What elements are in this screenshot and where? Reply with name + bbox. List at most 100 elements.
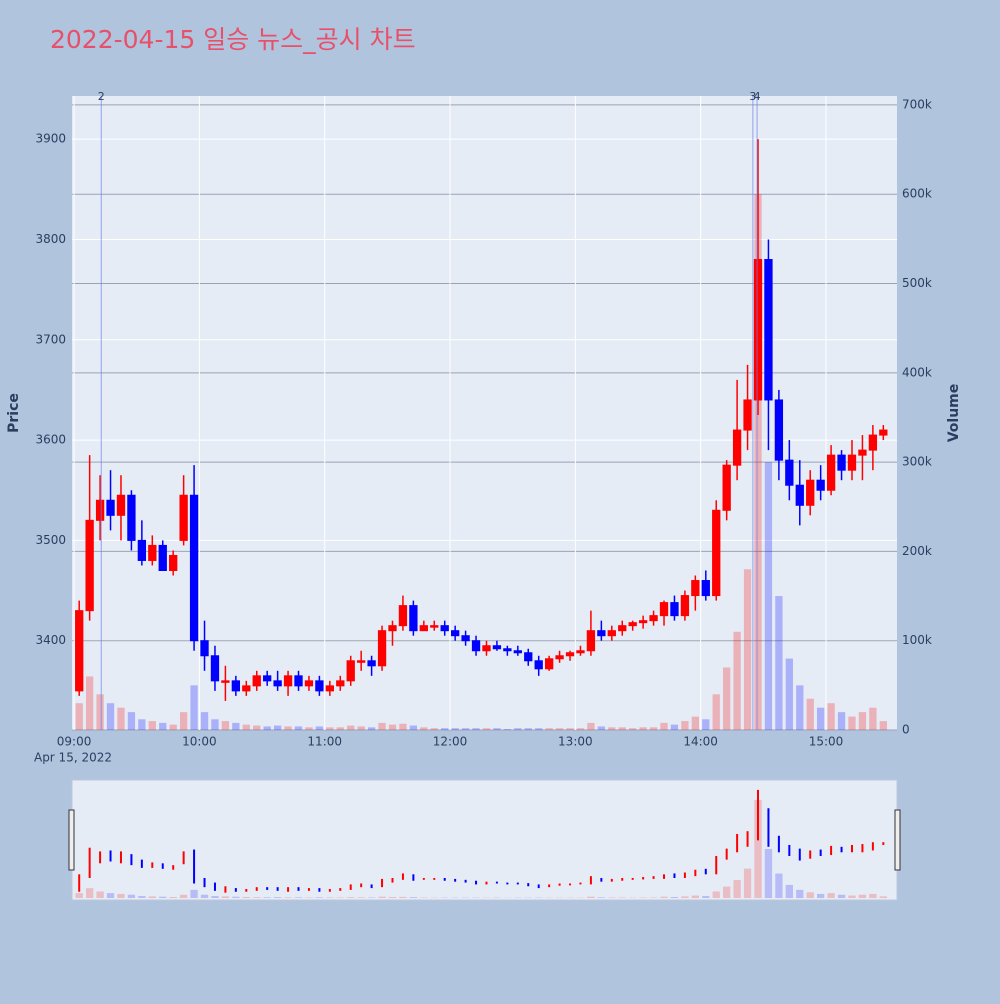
candle-body	[399, 606, 406, 626]
candle-body	[180, 495, 187, 540]
volume-bar	[452, 728, 459, 730]
slider-volume-bar	[681, 896, 688, 898]
slider-volume-bar	[713, 891, 720, 898]
candle-body	[838, 455, 845, 470]
volume-bar	[117, 708, 124, 730]
slider-volume-bar	[159, 897, 166, 898]
volume-bar	[232, 723, 239, 730]
slider-volume-bar	[671, 897, 678, 898]
candle-body	[744, 400, 751, 430]
volume-bar	[660, 723, 667, 730]
candle-body	[598, 631, 605, 636]
volume-bar	[190, 685, 197, 730]
volume-bar	[681, 721, 688, 730]
candle-body	[368, 661, 375, 666]
y2-tick-label: 700k	[902, 97, 932, 111]
volume-bar	[838, 712, 845, 730]
slider-volume-bar	[243, 897, 250, 898]
slider-handle-left[interactable]	[69, 810, 74, 870]
volume-bar	[441, 728, 448, 730]
slider-volume-bar	[744, 869, 751, 898]
slider-volume-bar	[222, 896, 229, 898]
y2-tick-label: 0	[902, 723, 910, 737]
volume-bar	[713, 694, 720, 730]
volume-bar	[483, 728, 490, 730]
chart-title: 2022-04-15 일승 뉴스_공시 차트	[50, 25, 416, 54]
x-tick-label: 11:00	[307, 735, 342, 749]
slider-volume-bar	[201, 895, 208, 898]
candle-body	[650, 616, 657, 621]
candle-body	[577, 651, 584, 653]
slider-volume-bar	[587, 897, 594, 898]
slider-volume-bar	[180, 895, 187, 898]
y-tick-label: 3600	[35, 433, 66, 447]
candle-body	[608, 631, 615, 636]
candle-body	[754, 260, 761, 400]
x-tick-label: 09:00	[57, 735, 92, 749]
volume-bar	[76, 703, 83, 730]
slider-volume-bar	[149, 896, 156, 898]
candle-body	[483, 646, 490, 651]
y2-axis-title: Volume	[946, 384, 962, 443]
slider-volume-bar	[692, 896, 699, 898]
candle-body	[284, 676, 291, 686]
volume-bar	[159, 723, 166, 730]
y-axis-title: Price	[6, 393, 22, 433]
candle-body	[138, 540, 145, 560]
candle-body	[723, 465, 730, 510]
volume-bar	[107, 703, 114, 730]
volume-bar	[733, 632, 740, 730]
slider-volume-bar	[399, 897, 406, 898]
volume-bar	[326, 727, 333, 730]
slider-volume-bar	[817, 894, 824, 898]
slider-volume-bar	[775, 873, 782, 898]
candle-body	[420, 626, 427, 631]
candle-body	[629, 623, 636, 626]
volume-bar	[305, 727, 312, 730]
candle-body	[159, 545, 166, 570]
y2-tick-label: 600k	[902, 187, 932, 201]
candle-body	[410, 606, 417, 631]
x-tick-label: 13:00	[558, 735, 593, 749]
volume-bar	[827, 703, 834, 730]
slider-volume-bar	[274, 897, 281, 898]
slider-volume-bar	[838, 895, 845, 898]
slider-volume-bar	[378, 897, 385, 898]
annotation-label: 2	[98, 90, 105, 103]
candle-body	[243, 686, 250, 691]
candle-body	[692, 581, 699, 596]
volume-bar	[650, 727, 657, 730]
volume-bar	[420, 727, 427, 730]
volume-bar	[86, 676, 93, 730]
slider-volume-bar	[859, 895, 866, 898]
volume-bar	[128, 712, 135, 730]
slider-volume-bar	[253, 897, 260, 898]
candle-body	[786, 460, 793, 485]
slider-volume-bar	[410, 897, 417, 898]
candle-body	[681, 596, 688, 616]
candle-body	[525, 653, 532, 661]
candle-body	[848, 455, 855, 470]
candle-body	[128, 495, 135, 540]
slider-volume-bar	[358, 897, 365, 898]
range-slider[interactable]	[72, 780, 897, 900]
slider-volume-bar	[796, 890, 803, 898]
candle-body	[713, 510, 720, 595]
volume-bar	[744, 569, 751, 730]
volume-bar	[639, 727, 646, 730]
candle-body	[775, 400, 782, 460]
volume-bar	[358, 726, 365, 730]
slider-volume-bar	[733, 880, 740, 898]
volume-bar	[817, 708, 824, 730]
volume-bar	[264, 726, 271, 730]
slider-handle-right[interactable]	[895, 810, 900, 870]
candle-body	[817, 480, 824, 490]
candle-body	[880, 430, 887, 435]
candle-body	[671, 603, 678, 616]
candle-body	[253, 676, 260, 686]
candle-body	[441, 626, 448, 631]
candle-body	[807, 480, 814, 505]
candle-body	[232, 681, 239, 691]
slider-volume-bar	[86, 888, 93, 898]
